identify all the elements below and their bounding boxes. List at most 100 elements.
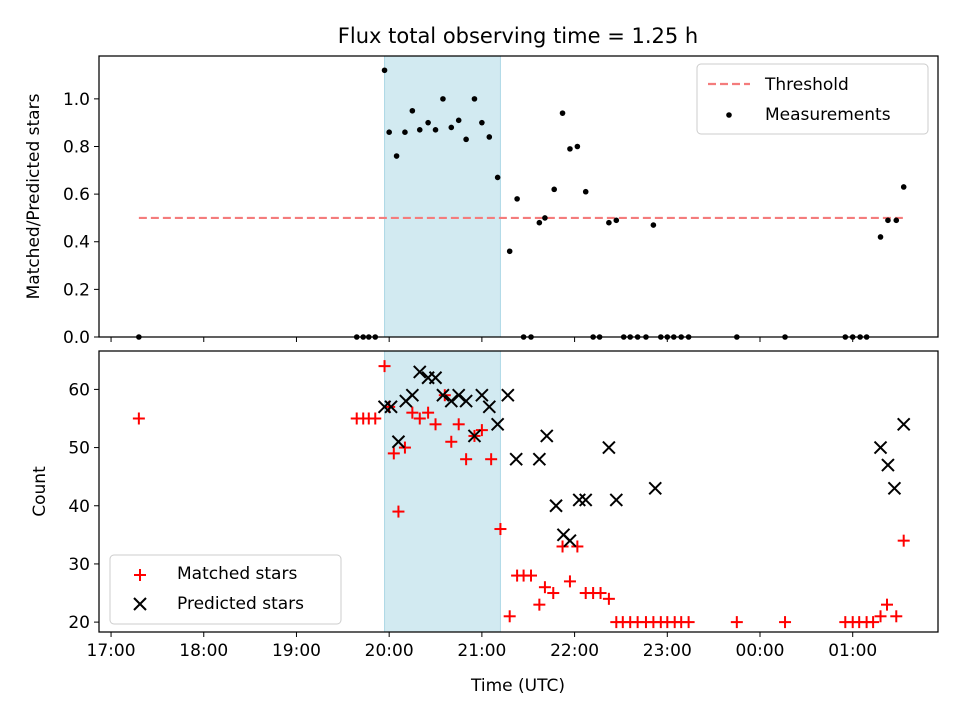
predicted-star-point bbox=[405, 388, 420, 402]
predicted-star-point bbox=[873, 440, 888, 455]
top-legend-box bbox=[696, 63, 929, 135]
measurement-point bbox=[440, 96, 446, 102]
bottom-panel: 17:00 18:00 19:00 20:00 21:00 22:00 23:00 00:00… bbox=[30, 350, 939, 696]
matched-star-point bbox=[406, 406, 419, 419]
y-tick-label: 30 bbox=[68, 555, 90, 575]
y-tick-label: 1.0 bbox=[63, 90, 90, 110]
matched-star-point bbox=[422, 406, 435, 419]
legend-threshold-label: Threshold bbox=[764, 75, 849, 95]
measurement-point bbox=[893, 217, 900, 224]
measurement-point bbox=[416, 127, 423, 133]
predicted-star-point bbox=[887, 481, 902, 496]
measurement-point bbox=[542, 215, 548, 221]
x-tick-label: 19:00 bbox=[272, 641, 321, 661]
matched-star-point bbox=[682, 616, 695, 629]
predicted-star-point bbox=[896, 417, 911, 432]
bottom-y-axis-label: Count bbox=[30, 466, 50, 517]
predicted-star-point bbox=[532, 452, 547, 466]
measurement-point bbox=[479, 119, 485, 126]
matched-star-point bbox=[378, 360, 391, 373]
predicted-star-point bbox=[444, 394, 458, 408]
legend-measurements-swatch bbox=[726, 112, 732, 118]
matched-star-point bbox=[890, 610, 903, 623]
predicted-star-point bbox=[509, 452, 523, 466]
predicted-star-point bbox=[451, 388, 466, 402]
predicted-star-point bbox=[602, 440, 616, 455]
observing-window-shade bbox=[384, 55, 501, 338]
measurement-point bbox=[551, 186, 557, 193]
matched-star-point bbox=[867, 616, 880, 629]
matched-star-point bbox=[594, 587, 607, 600]
predicted-star-point bbox=[490, 417, 505, 432]
x-tick-label: 22:00 bbox=[550, 641, 599, 661]
matched-star-point bbox=[485, 453, 498, 466]
predicted-star-point bbox=[475, 388, 489, 402]
matched-star-point bbox=[132, 412, 145, 425]
matched-star-point bbox=[387, 447, 400, 460]
measurement-point bbox=[486, 134, 493, 140]
predicted-star-point bbox=[436, 388, 450, 402]
count-points bbox=[132, 360, 911, 629]
y-tick-label: 50 bbox=[68, 439, 90, 459]
top-legend: Threshold Measurements bbox=[696, 63, 929, 135]
x-tick-label: 20:00 bbox=[365, 641, 414, 661]
measurement-point bbox=[471, 96, 478, 102]
predicted-star-point bbox=[467, 429, 482, 443]
predicted-star-point bbox=[413, 365, 427, 379]
matched-star-point bbox=[563, 575, 576, 588]
measurement-point bbox=[613, 217, 620, 224]
matched-star-point bbox=[730, 616, 743, 629]
x-axis-label: Time (UTC) bbox=[470, 676, 565, 696]
measurement-point bbox=[514, 196, 520, 202]
matched-star-point bbox=[460, 453, 473, 466]
measurement-point bbox=[885, 217, 891, 224]
measurement-point bbox=[650, 222, 657, 228]
x-tick-label: 23:00 bbox=[643, 641, 692, 661]
matched-star-point bbox=[556, 540, 569, 553]
measurement-point bbox=[402, 129, 408, 136]
measurement-point bbox=[567, 146, 573, 152]
chart-title: Flux total observing time = 1.25 h bbox=[338, 24, 698, 48]
y-tick-label: 0.6 bbox=[63, 185, 90, 205]
x-tick-label: 01:00 bbox=[828, 641, 877, 661]
top-y-axis-label: Matched/Predicted stars bbox=[24, 93, 44, 299]
matched-star-point bbox=[538, 581, 551, 594]
matched-star-point bbox=[602, 592, 615, 605]
matched-star-point bbox=[881, 598, 894, 611]
measurement-point bbox=[900, 184, 907, 190]
measurement-point bbox=[425, 119, 431, 126]
matched-star-point bbox=[874, 610, 887, 623]
predicted-star-point bbox=[572, 493, 586, 507]
y-tick-label: 40 bbox=[68, 497, 90, 517]
legend-measurements-label: Measurements bbox=[765, 105, 891, 125]
predicted-star-point bbox=[648, 481, 662, 496]
measurement-point bbox=[409, 107, 416, 114]
y-tick-label: 60 bbox=[68, 380, 90, 400]
measurement-point bbox=[582, 188, 589, 195]
matched-star-point bbox=[398, 441, 411, 454]
measurement-point bbox=[381, 67, 388, 74]
predicted-star-point bbox=[391, 435, 406, 449]
measurement-point bbox=[536, 219, 543, 226]
legend-matched-label: Matched stars bbox=[177, 564, 297, 584]
x-tick-label: 17:00 bbox=[87, 641, 136, 661]
measurement-point bbox=[455, 117, 462, 124]
predicted-star-point bbox=[377, 400, 392, 414]
matched-star-point bbox=[897, 534, 910, 547]
top-axis-ticks: 0.0 0.2 0.4 0.6 0.8 1.0 bbox=[63, 90, 854, 348]
predicted-star-point bbox=[540, 429, 554, 443]
y-tick-label: 0.4 bbox=[63, 233, 90, 253]
matched-star-point bbox=[571, 540, 584, 553]
measurement-point bbox=[877, 234, 884, 240]
matched-star-point bbox=[547, 587, 560, 600]
x-tick-label: 00:00 bbox=[736, 641, 785, 661]
matched-star-point bbox=[445, 435, 458, 448]
measurement-point bbox=[559, 110, 566, 116]
top-plot-frame bbox=[98, 55, 939, 338]
predicted-star-point bbox=[579, 493, 593, 507]
predicted-star-point bbox=[609, 493, 624, 507]
y-tick-label: 0.2 bbox=[63, 280, 90, 300]
legend-matched-swatch bbox=[134, 569, 146, 581]
measurement-point bbox=[386, 129, 392, 136]
